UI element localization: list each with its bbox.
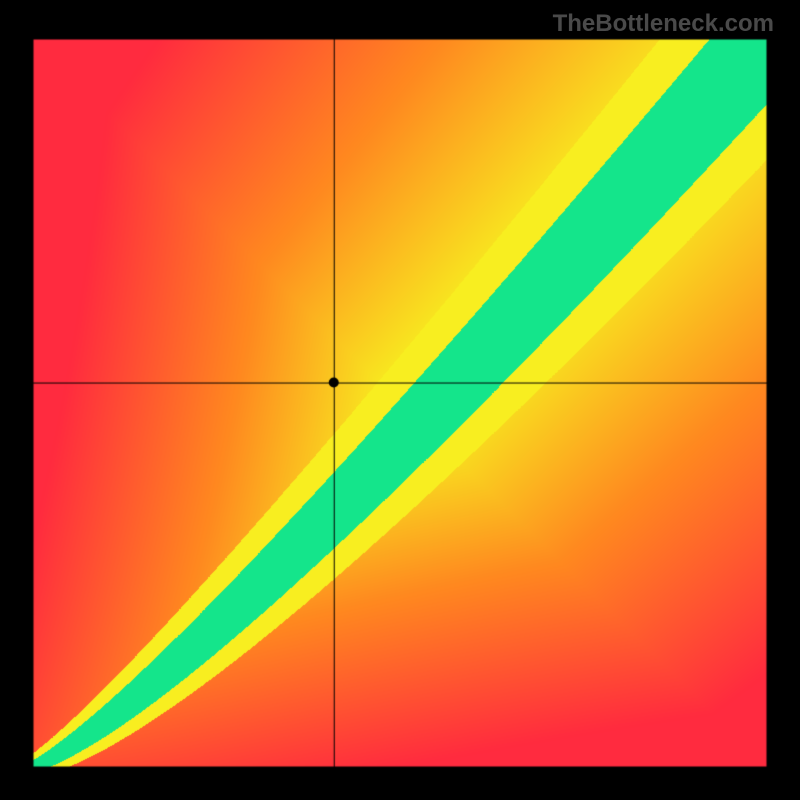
heatmap-canvas	[0, 0, 800, 800]
watermark-text: TheBottleneck.com	[553, 10, 774, 38]
chart-container: { "watermark": { "text": "TheBottleneck.…	[0, 0, 800, 800]
